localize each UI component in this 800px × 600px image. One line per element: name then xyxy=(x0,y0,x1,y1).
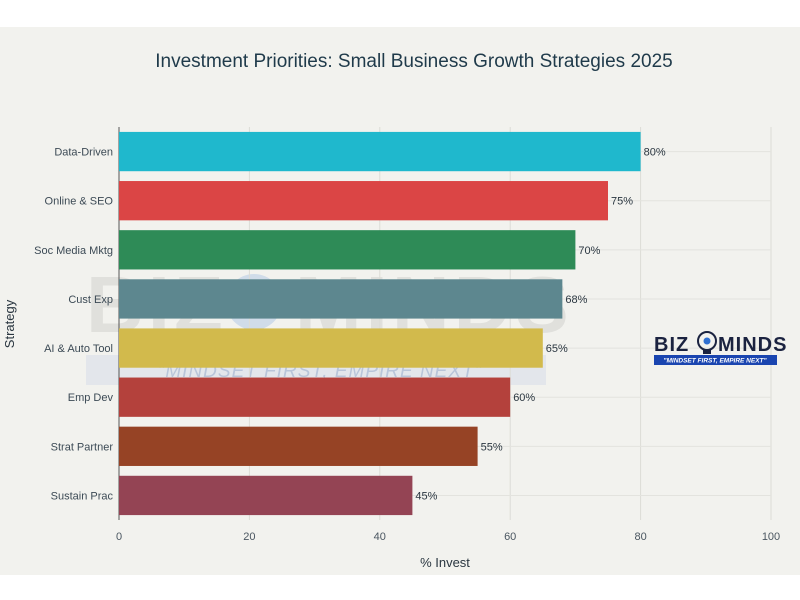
value-label: 68% xyxy=(565,294,587,306)
x-tick-label: 100 xyxy=(762,531,780,543)
bar-sustain-prac xyxy=(119,475,413,516)
x-tick-label: 20 xyxy=(243,531,255,543)
value-label: 60% xyxy=(513,392,535,404)
x-tick-label: 60 xyxy=(504,531,516,543)
x-tick-label: 80 xyxy=(634,531,646,543)
bar-strat-partner xyxy=(119,426,478,466)
value-label: 75% xyxy=(611,196,633,208)
value-label: 80% xyxy=(644,147,666,159)
logo-lightbulb-gear-icon xyxy=(697,331,717,354)
bars xyxy=(119,131,641,516)
category-label: Sustain Prac xyxy=(51,490,114,502)
logo-left-word: BIZ xyxy=(654,334,689,356)
x-tick-labels: 0 20 40 60 80 100 xyxy=(116,531,780,543)
category-label: Strat Partner xyxy=(51,441,114,453)
category-label: Soc Media Mktg xyxy=(34,245,113,257)
category-labels: Data-Driven Online & SEO Soc Media Mktg Cus… xyxy=(34,147,113,503)
x-axis-title: % Invest xyxy=(420,555,470,570)
value-label: 55% xyxy=(481,441,503,453)
bar-online-seo xyxy=(119,181,608,221)
logo-tagline-band xyxy=(654,355,777,365)
chart-title: Investment Priorities: Small Business Gr… xyxy=(155,51,672,72)
chart-frame: Investment Priorities: Small Business Gr… xyxy=(0,27,800,575)
x-tick-label: 0 xyxy=(116,531,122,543)
bar-data-driven xyxy=(119,131,641,172)
x-tick-label: 40 xyxy=(374,531,386,543)
value-label: 65% xyxy=(546,343,568,355)
bizminds-logo: BIZ MINDS "MINDSET FIRST, EMPIRE NEXT" xyxy=(654,331,787,365)
value-labels: 80% 75% 70% 68% 65% 60% 55% 45% xyxy=(415,147,665,503)
value-label: 70% xyxy=(578,245,600,257)
bar-soc-media-mktg xyxy=(119,230,576,270)
y-axis-title: Strategy xyxy=(2,299,17,348)
category-label: Data-Driven xyxy=(54,147,113,159)
category-label: AI & Auto Tool xyxy=(44,343,113,355)
logo-tagline: "MINDSET FIRST, EMPIRE NEXT" xyxy=(663,358,767,365)
category-label: Online & SEO xyxy=(45,196,114,208)
bar-ai-auto-tool xyxy=(119,328,543,368)
category-label: Cust Exp xyxy=(68,294,113,306)
value-label: 45% xyxy=(415,490,437,502)
bar-chart: Investment Priorities: Small Business Gr… xyxy=(2,51,787,570)
bar-emp-dev xyxy=(119,377,511,417)
logo-right-word: MINDS xyxy=(718,334,787,356)
category-label: Emp Dev xyxy=(68,392,114,404)
bar-cust-exp xyxy=(119,279,563,319)
